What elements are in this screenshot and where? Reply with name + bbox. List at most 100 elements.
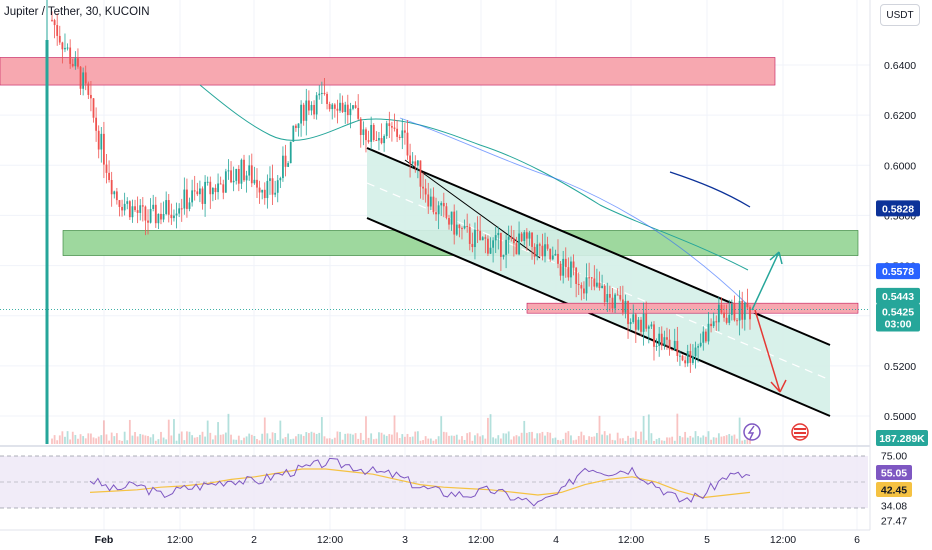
candle-body (139, 205, 142, 213)
volume-bar (359, 432, 362, 444)
resistance-zone[interactable] (0, 57, 776, 86)
candle-body (53, 20, 56, 26)
volume-bar (313, 432, 315, 444)
volume-bar (199, 434, 201, 444)
candle-body (435, 212, 437, 215)
volume-bar (650, 433, 653, 444)
volume-bar (53, 435, 56, 444)
candle-body (352, 105, 354, 109)
volume-bar (302, 435, 305, 444)
volume-bar (632, 437, 635, 444)
pivot-zone[interactable] (526, 302, 859, 314)
us-flag-icon[interactable] (791, 423, 809, 441)
arrow-up[interactable] (751, 251, 783, 311)
volume-bar (167, 419, 170, 444)
volume-bar (90, 433, 92, 444)
volume-bar (707, 431, 710, 444)
volume-bar (370, 433, 373, 444)
rsi-pane[interactable] (0, 455, 868, 509)
time-tick-label: 12:00 (167, 534, 193, 546)
volume-bar (455, 434, 458, 444)
candle-body (484, 237, 487, 239)
candle-body (71, 63, 74, 67)
volume-bar (686, 437, 689, 444)
candle-body (74, 58, 77, 67)
volume-bar (427, 438, 430, 444)
volume-bar (383, 434, 386, 444)
volume-bar (588, 436, 591, 444)
volume-bar (567, 431, 570, 444)
candle-body (525, 232, 528, 239)
candle-body (479, 230, 482, 241)
volume-bar (557, 439, 559, 444)
arrow-down[interactable] (754, 309, 787, 393)
candle-body (92, 98, 95, 118)
volume-bar (536, 433, 539, 444)
candle-body (544, 244, 546, 257)
volume-bar (593, 436, 596, 444)
candle-body (253, 179, 256, 184)
volume-bar (100, 435, 103, 444)
volume-bar (653, 440, 655, 444)
candle-body (660, 333, 663, 346)
volume-bar (575, 439, 578, 444)
volume-bar (419, 440, 422, 444)
volume-bar (266, 433, 269, 444)
candle-body (580, 285, 583, 289)
lightning-icon[interactable] (743, 423, 761, 441)
candle-body (406, 132, 409, 156)
volume-bar (502, 433, 505, 444)
volume-bar (157, 439, 160, 444)
candle-body (310, 104, 313, 111)
volume-bar (126, 440, 129, 444)
volume-bar (590, 436, 593, 444)
candle-body (173, 215, 175, 219)
volume-bar (492, 437, 495, 444)
volume-bar (499, 438, 502, 444)
volume-bar (160, 431, 162, 444)
candle-body (487, 238, 489, 254)
volume-bar (165, 439, 168, 444)
volume-bar (396, 432, 399, 444)
candle-body (450, 211, 453, 225)
time-axis-ticks: Feb 12:00 2 12:00 3 12:00 4 12:00 5 12:00 6 (95, 534, 860, 546)
volume-bar (494, 438, 497, 444)
candle-body (346, 104, 349, 116)
volume-bar (710, 439, 712, 444)
candle-body (258, 187, 261, 193)
descending-channel[interactable] (367, 148, 830, 416)
volume-bar (56, 440, 59, 444)
rsi-signal-line (89, 468, 751, 499)
volume-bar (128, 419, 131, 444)
candle-body (736, 320, 738, 322)
candle-body (507, 236, 510, 240)
volume-bar (515, 435, 518, 444)
candle-body (461, 228, 463, 230)
candle-body (126, 201, 129, 204)
volume-bar (388, 434, 391, 444)
volume-bar (74, 434, 77, 444)
candle-body (100, 133, 103, 150)
candle-body (243, 159, 245, 181)
candle-body (570, 261, 572, 278)
candle-body (121, 206, 123, 211)
candlestick-series[interactable] (51, 11, 751, 373)
volume-bar (507, 431, 510, 444)
candle-body (154, 204, 157, 224)
currency-button[interactable]: USDT (880, 4, 920, 26)
volume-bar (409, 436, 411, 444)
candle-body (97, 130, 100, 150)
volume-bar (354, 433, 357, 444)
candle-body (453, 211, 456, 235)
rsi-tick-label: 75.00 (881, 451, 907, 463)
candle-body (593, 278, 596, 287)
channel-lower-line[interactable] (366, 217, 831, 417)
volume-bar (621, 438, 624, 444)
time-tick-label: 12:00 (468, 534, 494, 546)
inner-trendline[interactable] (404, 159, 541, 259)
volume-bar (525, 432, 528, 444)
volume-bar (679, 435, 681, 444)
candle-body (165, 200, 168, 214)
